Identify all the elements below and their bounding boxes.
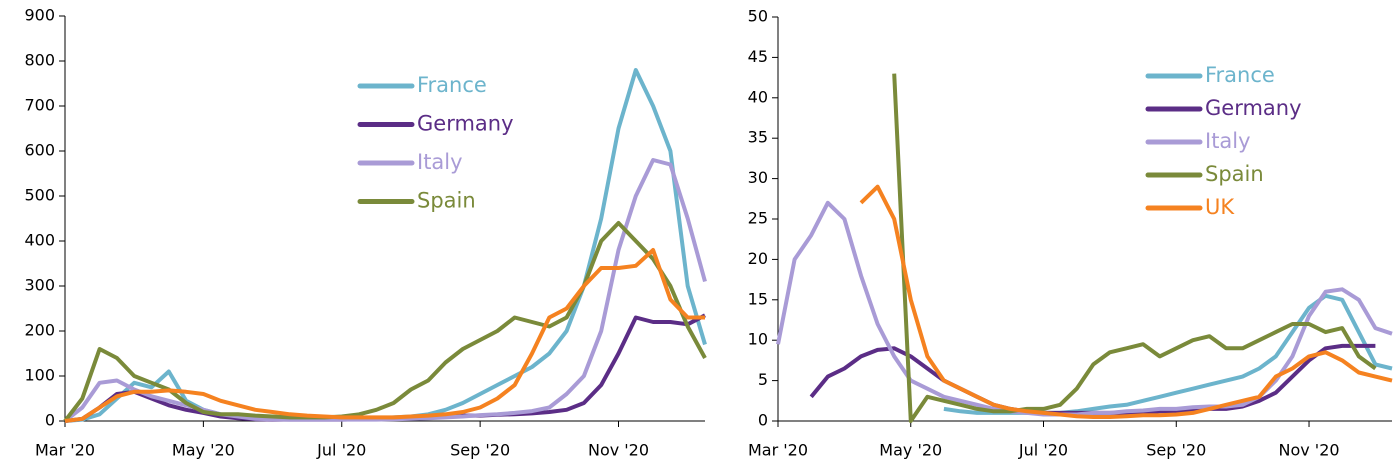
y-tick-label: 0: [45, 411, 55, 430]
y-tick-label: 40: [748, 87, 768, 106]
y-tick-label: 200: [24, 321, 55, 340]
legend-label: Spain: [417, 189, 476, 213]
legend-label: Italy: [1205, 129, 1251, 153]
legend-label: Germany: [1205, 96, 1302, 120]
legend-label: UK: [1205, 195, 1235, 219]
y-tick-label: 45: [748, 47, 768, 66]
y-tick-label: 50: [748, 7, 768, 26]
y-tick-label: 5: [758, 370, 768, 389]
y-tick-label: 700: [24, 96, 55, 115]
y-tick-label: 10: [748, 330, 768, 349]
y-tick-label: 400: [24, 231, 55, 250]
y-tick-label: 800: [24, 51, 55, 70]
y-tick-label: 35: [748, 128, 768, 147]
y-tick-label: 0: [758, 411, 768, 430]
x-tick-label: Mar '20: [748, 441, 808, 460]
y-tick-label: 900: [24, 6, 55, 25]
legend-label: France: [417, 73, 487, 97]
x-tick-label: May '20: [879, 441, 942, 460]
x-tick-label: Jul '20: [316, 441, 366, 460]
y-tick-label: 30: [748, 168, 768, 187]
data-line: [892, 73, 1377, 423]
x-tick-label: Mar '20: [35, 441, 95, 460]
data-line: [776, 200, 1393, 417]
y-tick-label: 300: [24, 276, 55, 295]
y-tick-label: 15: [748, 289, 768, 308]
x-tick-label: Sep '20: [450, 441, 510, 460]
legend-label: France: [1205, 63, 1275, 87]
y-tick-label: 500: [24, 186, 55, 205]
data-line: [859, 184, 1393, 419]
y-tick-label: 20: [748, 249, 768, 268]
x-tick-label: May '20: [172, 441, 235, 460]
x-tick-label: Sep '20: [1146, 441, 1206, 460]
legend-label: Germany: [417, 112, 514, 136]
x-tick-label: Jul '20: [1018, 441, 1068, 460]
x-tick-label: Nov '20: [1278, 441, 1339, 460]
legend-label: Spain: [1205, 162, 1264, 186]
data-line: [64, 248, 705, 423]
x-tick-label: Nov '20: [588, 441, 649, 460]
y-tick-label: 600: [24, 141, 55, 160]
legend-label: Italy: [417, 150, 463, 174]
y-tick-label: 100: [24, 366, 55, 385]
y-tick-label: 25: [748, 209, 768, 228]
